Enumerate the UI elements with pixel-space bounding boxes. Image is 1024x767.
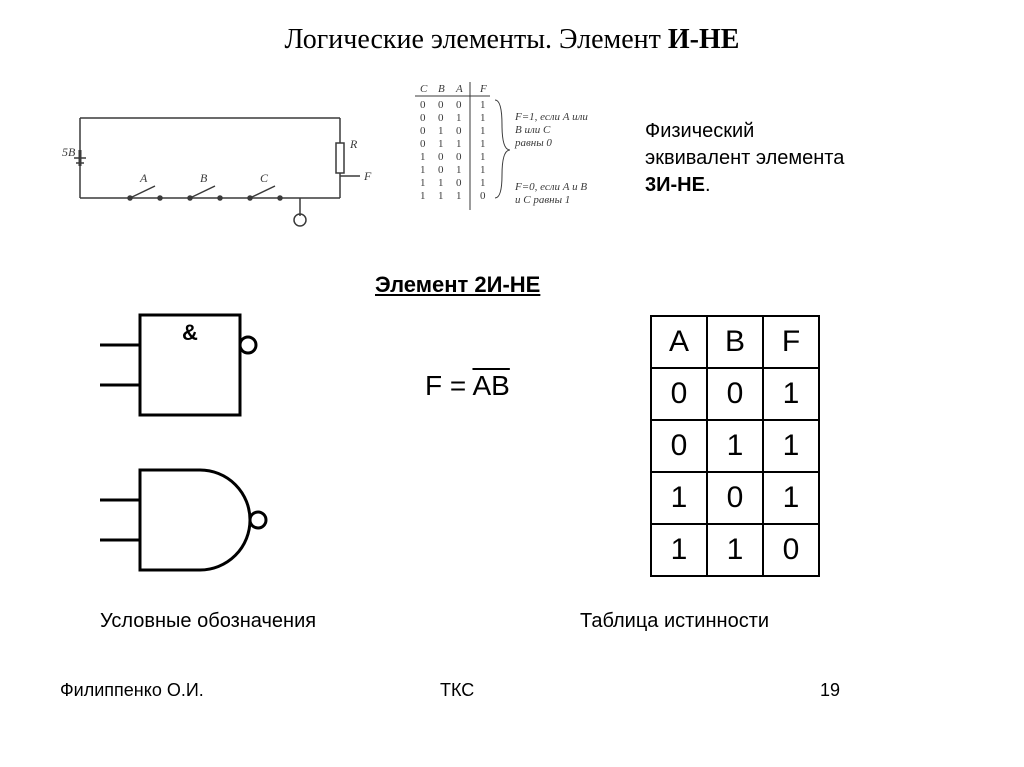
- formula-lhs: F =: [425, 370, 472, 401]
- battery-label: 5В: [62, 145, 76, 159]
- tt3-cell: 0: [456, 177, 462, 189]
- truth-table-3-svg: C B A F 00010011010101111001101111011110…: [410, 80, 630, 230]
- truth-table-row: 0 0 1: [651, 368, 819, 420]
- tt-cell: 0: [707, 472, 763, 524]
- truth-table: A B F 0 0 1 0 1 1 1 0 1 1 1 0: [650, 315, 820, 577]
- switch-b-label: B: [200, 171, 208, 185]
- tt3-cell: 1: [438, 125, 444, 137]
- tt3-cell: 0: [480, 190, 486, 202]
- tt3-cell: 1: [456, 112, 462, 124]
- tt3-cell: 0: [438, 164, 444, 176]
- tt3-cell: 0: [420, 138, 426, 150]
- tt-cell: 1: [651, 524, 707, 576]
- circuit-svg: 5В A B C R F: [60, 98, 380, 228]
- tt3-cell: 0: [420, 99, 426, 111]
- tt3-h0: C: [420, 83, 428, 95]
- note-top-3: равны 0: [514, 137, 552, 149]
- tt3-cell: 1: [480, 151, 486, 163]
- tt3-cell: 1: [456, 138, 462, 150]
- th-a: A: [651, 316, 707, 368]
- note-bot-1: F=0, если A и B: [514, 181, 587, 193]
- tt-cell: 0: [651, 368, 707, 420]
- formula: F = AB: [425, 370, 510, 402]
- physical-line3-suffix: .: [705, 174, 711, 196]
- tt3-h3: F: [479, 83, 487, 95]
- note-top-1: F=1, если A или: [514, 111, 588, 123]
- tt-cell: 1: [707, 420, 763, 472]
- gost-amp: &: [182, 320, 198, 345]
- tt3-cell: 1: [480, 177, 486, 189]
- tt3-cell: 0: [456, 151, 462, 163]
- tt3-cell: 0: [438, 151, 444, 163]
- page-title: Логические элементы. Элемент И-НЕ: [0, 24, 1024, 56]
- tt3-cell: 0: [438, 99, 444, 111]
- switch-a-label: A: [139, 171, 148, 185]
- th-f: F: [763, 316, 819, 368]
- th-b: B: [707, 316, 763, 368]
- brace-top: [495, 100, 510, 198]
- element-heading: Элемент 2И-НЕ: [375, 272, 540, 298]
- physical-line1: Физический: [645, 118, 844, 145]
- truth-table-row: 0 1 1: [651, 420, 819, 472]
- tt3-cell: 1: [480, 138, 486, 150]
- title-bold: И-НЕ: [668, 24, 740, 55]
- title-prefix: Логические элементы. Элемент: [285, 24, 668, 55]
- tt3-cell: 1: [420, 177, 426, 189]
- tt3-cell: 1: [438, 177, 444, 189]
- tt3-cell: 1: [480, 164, 486, 176]
- tt-cell: 1: [763, 472, 819, 524]
- physical-line3: 3И-НЕ.: [645, 172, 844, 199]
- tt3-cell: 0: [456, 125, 462, 137]
- gate-ansi: [100, 460, 290, 595]
- truth-table-row: 1 0 1: [651, 472, 819, 524]
- tt-cell: 0: [707, 368, 763, 420]
- output-f-label: F: [363, 169, 372, 183]
- tt3-cell: 0: [456, 99, 462, 111]
- footer-center: ТКС: [440, 680, 474, 701]
- truth-table-row: 1 1 0: [651, 524, 819, 576]
- tt3-cell: 1: [438, 190, 444, 202]
- physical-equivalent-text: Физический эквивалент элемента 3И-НЕ.: [645, 118, 844, 199]
- formula-overline: AB: [472, 370, 509, 401]
- truth-table-header: A B F: [651, 316, 819, 368]
- tt3-cell: 1: [438, 138, 444, 150]
- resistor-label: R: [349, 137, 358, 151]
- tt-cell: 0: [763, 524, 819, 576]
- note-bot-2: и C равны 1: [515, 194, 570, 206]
- truth-table-3input: C B A F 00010011010101111001101111011110…: [410, 80, 630, 235]
- gate-ansi-svg: [100, 460, 290, 590]
- gate-gost-svg: &: [100, 305, 280, 435]
- gate-gost: &: [100, 305, 280, 440]
- tt3-cell: 1: [480, 112, 486, 124]
- tt-cell: 1: [763, 420, 819, 472]
- physical-line3-bold: 3И-НЕ: [645, 174, 705, 196]
- truth-caption: Таблица истинности: [580, 610, 769, 633]
- switch-c-label: C: [260, 171, 269, 185]
- note-top-2: B или C: [515, 124, 551, 136]
- tt-cell: 1: [763, 368, 819, 420]
- footer-author: Филиппенко О.И.: [60, 680, 204, 701]
- footer-page: 19: [820, 680, 840, 701]
- tt-cell: 1: [707, 524, 763, 576]
- tt-cell: 0: [651, 420, 707, 472]
- tt-cell: 1: [651, 472, 707, 524]
- tt3-cell: 1: [456, 164, 462, 176]
- tt3-h1: B: [438, 83, 445, 95]
- circuit-diagram: 5В A B C R F: [60, 98, 380, 233]
- tt3-cell: 0: [420, 125, 426, 137]
- tt3-cell: 1: [480, 99, 486, 111]
- tt3-cell: 0: [420, 112, 426, 124]
- tt3-cell: 1: [420, 190, 426, 202]
- tt3-cell: 1: [420, 151, 426, 163]
- tt3-cell: 1: [420, 164, 426, 176]
- tt3-cell: 0: [438, 112, 444, 124]
- tt3-cell: 1: [480, 125, 486, 137]
- tt3-cell: 1: [456, 190, 462, 202]
- physical-line2: эквивалент элемента: [645, 145, 844, 172]
- tt3-h2: A: [455, 83, 463, 95]
- symbols-caption: Условные обозначения: [100, 610, 316, 633]
